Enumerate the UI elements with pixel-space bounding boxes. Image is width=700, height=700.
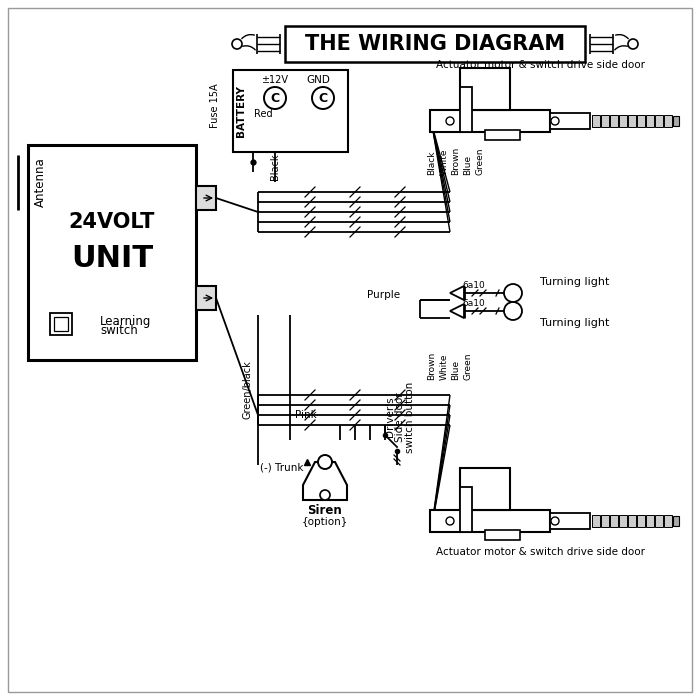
Bar [430, 510, 550, 532]
Bar [50, 313, 72, 335]
Text: C: C [318, 92, 328, 104]
Bar [485, 530, 520, 540]
Text: Fuse 15A: Fuse 15A [210, 84, 220, 128]
Text: Green/black: Green/black [243, 360, 253, 419]
Bar [54, 317, 68, 331]
Bar [430, 110, 550, 132]
Bar [460, 468, 510, 510]
Text: THE WIRING DIAGRAM: THE WIRING DIAGRAM [305, 34, 565, 54]
Bar [460, 487, 472, 532]
Bar [550, 513, 590, 529]
Text: Green: Green [463, 353, 473, 380]
Text: Side door: Side door [395, 392, 405, 442]
Text: Black: Black [428, 150, 437, 175]
Text: Siren: Siren [307, 503, 342, 517]
Text: GND: GND [306, 75, 330, 85]
Text: switch button: switch button [405, 382, 415, 453]
Text: Black: Black [270, 154, 280, 180]
Bar [673, 516, 679, 526]
Circle shape [318, 455, 332, 469]
Text: Red: Red [253, 109, 272, 119]
Polygon shape [450, 286, 464, 300]
Text: 24VOLT: 24VOLT [69, 212, 155, 232]
Text: Learning: Learning [100, 314, 151, 328]
Text: Antenna: Antenna [34, 158, 46, 207]
Bar [628, 115, 636, 127]
Bar [655, 515, 663, 527]
Bar [601, 515, 609, 527]
Text: {option}: {option} [302, 517, 348, 527]
Bar [28, 145, 196, 360]
Bar [601, 115, 609, 127]
Text: Green: Green [475, 148, 484, 175]
Text: Actuator motor & switch drive side door: Actuator motor & switch drive side door [435, 60, 645, 70]
Text: Turning light: Turning light [540, 318, 610, 328]
Bar [233, 70, 348, 152]
Bar [550, 113, 590, 129]
Bar [619, 115, 627, 127]
Bar [673, 116, 679, 126]
Bar [460, 87, 472, 132]
Bar [664, 115, 672, 127]
Circle shape [551, 517, 559, 525]
Text: Actuator motor & switch drive side door: Actuator motor & switch drive side door [435, 547, 645, 557]
Text: (-) Trunk: (-) Trunk [260, 462, 304, 472]
Polygon shape [450, 304, 464, 318]
Text: UNIT: UNIT [71, 244, 153, 274]
Circle shape [504, 302, 522, 320]
Text: Purple: Purple [367, 290, 400, 300]
Bar [637, 515, 645, 527]
Text: Brown: Brown [452, 147, 461, 175]
Circle shape [628, 39, 638, 49]
Text: C: C [270, 92, 279, 104]
Text: 6a10: 6a10 [463, 281, 485, 290]
Circle shape [264, 87, 286, 109]
Circle shape [232, 39, 242, 49]
Bar [664, 515, 672, 527]
Bar [610, 515, 618, 527]
Text: White: White [440, 354, 449, 380]
Bar [628, 515, 636, 527]
Text: Blue: Blue [463, 155, 473, 175]
Circle shape [312, 87, 334, 109]
Bar [637, 115, 645, 127]
Bar [285, 26, 585, 62]
Bar [592, 515, 600, 527]
Circle shape [446, 117, 454, 125]
Circle shape [504, 284, 522, 302]
Text: Pink: Pink [295, 410, 316, 420]
Bar [196, 286, 216, 310]
Bar [610, 115, 618, 127]
Bar [196, 186, 216, 210]
Circle shape [551, 117, 559, 125]
Circle shape [446, 517, 454, 525]
Polygon shape [303, 462, 347, 500]
Text: Driver's: Driver's [385, 397, 395, 438]
Text: switch: switch [100, 325, 138, 337]
Text: BATTERY: BATTERY [236, 85, 246, 137]
Text: ±12V: ±12V [262, 75, 288, 85]
Bar [485, 130, 520, 140]
Circle shape [320, 490, 330, 500]
Text: Brown: Brown [428, 351, 437, 380]
Text: Turning light: Turning light [540, 277, 610, 287]
Bar [460, 68, 510, 110]
Text: 6a10: 6a10 [463, 298, 485, 307]
Bar [655, 115, 663, 127]
Bar [619, 515, 627, 527]
Bar [646, 115, 654, 127]
Bar [592, 115, 600, 127]
Bar [646, 515, 654, 527]
Text: White: White [440, 148, 449, 175]
Text: Blue: Blue [452, 360, 461, 380]
